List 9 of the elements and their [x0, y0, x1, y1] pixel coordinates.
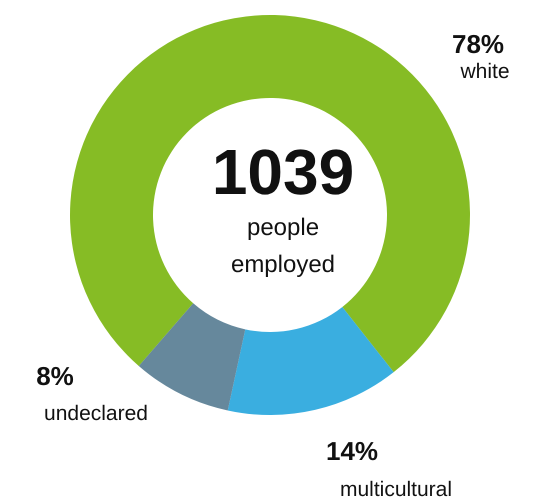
- data-label: 78%: [452, 29, 504, 59]
- slice-label: undeclared: [44, 402, 148, 425]
- donut-slice: [228, 306, 394, 415]
- text: 1039: [212, 136, 354, 208]
- slice-label: white: [459, 60, 510, 83]
- text: people employed: [230, 214, 336, 278]
- data-label: 14%: [326, 436, 378, 466]
- data-label: 8%: [36, 361, 74, 391]
- slice-label: multicultural: [340, 478, 452, 501]
